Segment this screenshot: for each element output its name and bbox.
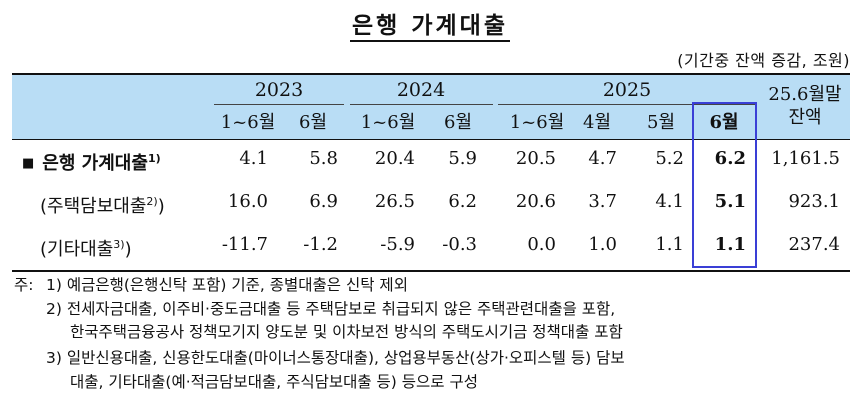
subheader-2024-h1: 1~6월 [360, 112, 416, 133]
row-label-close: ) [124, 239, 132, 260]
value-cell: 20.4 [374, 148, 415, 169]
row-label-text: 은행 가계대출 [42, 153, 148, 174]
balance-cell: 237.4 [788, 234, 840, 255]
value-cell: 6.9 [309, 191, 338, 212]
value-cell: 4.7 [588, 148, 617, 169]
value-cell: 5.9 [448, 148, 477, 169]
subheader-2023-h1: 1~6월 [220, 112, 276, 133]
footnote-2b: 한국주택금융공사 정책모기지 양도분 및 이차보전 방식의 주택도시기금 정책대… [70, 323, 623, 341]
footnote-marker: 1) [147, 152, 161, 165]
table-row-label: ■ 은행 가계대출1) [22, 147, 161, 176]
table-row-label: (주택담보대출2)) [40, 190, 165, 219]
row-label-text: (주택담보대출 [40, 196, 147, 217]
title-text: 은행 가계대출 [350, 13, 510, 42]
unit-label: (기간중 잔액 증감, 조원) [677, 51, 850, 70]
value-cell: -5.9 [380, 234, 415, 255]
june-2025-highlight-box [692, 102, 757, 268]
footnote-3a: 3) 일반신용대출, 신용한도대출(마이너스통장대출), 상업용부동산(상가·오… [46, 349, 625, 367]
value-cell: 26.5 [374, 191, 415, 212]
table-header-background [12, 73, 850, 139]
year-header-2024: 2024 [396, 79, 446, 101]
value-cell: 16.0 [227, 191, 268, 212]
table-row-label: (기타대출3)) [40, 233, 132, 262]
subheader-2025-may: 5월 [646, 112, 676, 133]
value-cell: 20.6 [515, 191, 556, 212]
value-cell: 4.1 [655, 191, 684, 212]
value-cell: 20.5 [515, 148, 556, 169]
subheader-2025-apr: 4월 [582, 112, 612, 133]
table-bottom-rule [12, 270, 850, 272]
subheader-2024-jun: 6월 [443, 112, 473, 133]
subheader-2023-jun: 6월 [298, 112, 328, 133]
footnote-2a: 2) 전세자금대출, 이주비·중도금대출 등 주택담보로 취급되지 않은 주택관… [46, 300, 616, 318]
value-cell: -0.3 [442, 234, 477, 255]
row-label-close: ) [157, 196, 165, 217]
year-2025-underline [498, 104, 755, 105]
footnote-marker: 2) [146, 195, 158, 208]
table-header-rule [12, 139, 850, 140]
year-2024-underline [350, 104, 493, 105]
value-cell-highlight: 6.2 [714, 148, 746, 169]
balance-cell: 923.1 [788, 191, 840, 212]
year-header-2023: 2023 [254, 79, 304, 101]
year-header-2025: 2025 [602, 79, 652, 101]
subheader-2025-h1: 1~6월 [509, 112, 565, 133]
balance-header-line2: 잔액 [788, 107, 822, 128]
balance-cell: 1,161.5 [771, 148, 840, 169]
footnote-3b: 대출, 기타대출(예·적금담보대출, 주식담보대출 등) 등으로 구성 [70, 373, 479, 391]
value-cell-highlight: 1.1 [714, 234, 746, 255]
value-cell: 1.1 [655, 234, 684, 255]
table-top-rule [12, 73, 850, 75]
balance-header-line1: 25.6월말 [768, 84, 842, 105]
value-cell: -1.2 [303, 234, 338, 255]
value-cell: 3.7 [588, 191, 617, 212]
value-cell: 0.0 [527, 234, 556, 255]
value-cell: 1.0 [588, 234, 617, 255]
footnote-1: 1) 예금은행(은행신탁 포함) 기준, 종별대출은 신탁 제외 [46, 276, 408, 294]
bullet-icon: ■ [22, 156, 35, 171]
year-2023-underline [214, 104, 344, 105]
footnote-marker: 3) [113, 238, 125, 251]
page-title: 은행 가계대출 [0, 6, 860, 42]
value-cell: 5.8 [309, 148, 338, 169]
subheader-2025-jun: 6월 [709, 112, 739, 133]
value-cell: 5.2 [655, 148, 684, 169]
footnote-prefix: 주: [14, 276, 34, 294]
row-label-text: (기타대출 [40, 239, 114, 260]
value-cell: 6.2 [448, 191, 477, 212]
value-cell: -11.7 [221, 234, 268, 255]
value-cell-highlight: 5.1 [714, 191, 746, 212]
value-cell: 4.1 [239, 148, 268, 169]
